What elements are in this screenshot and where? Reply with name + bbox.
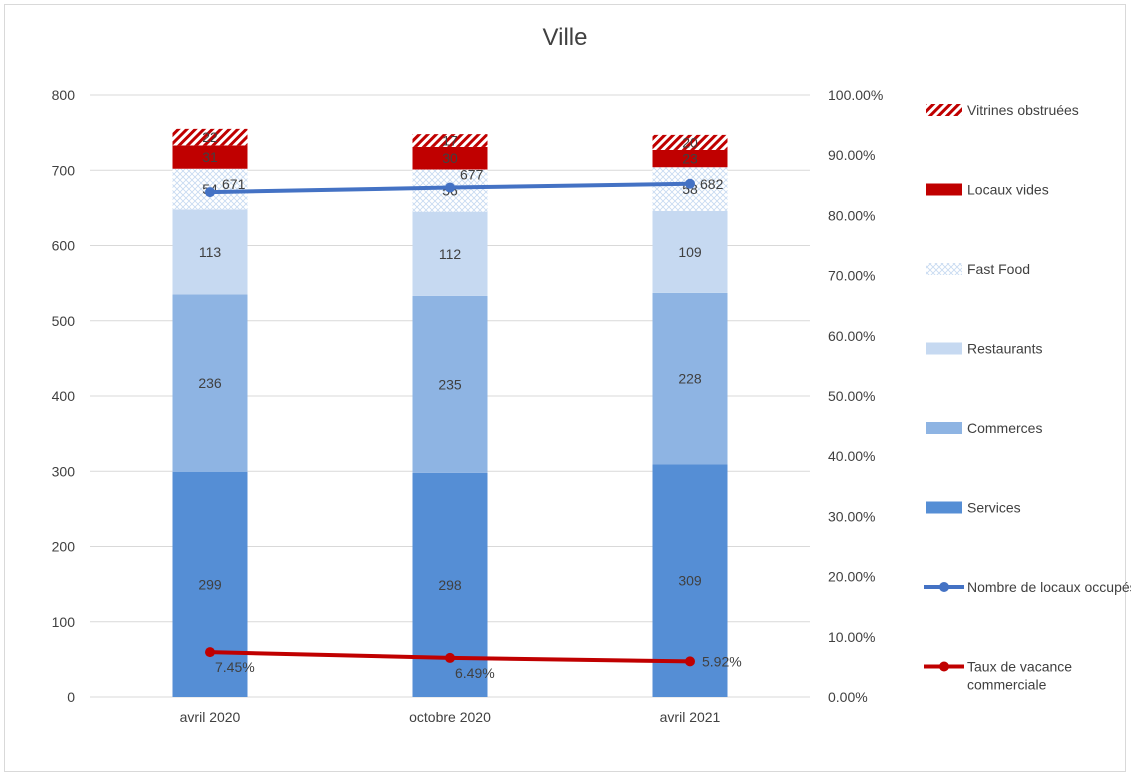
x-tick-label: octobre 2020 [409, 709, 491, 725]
line-point [445, 652, 455, 663]
line-point [685, 178, 695, 189]
chart-title: Ville [543, 24, 588, 51]
chart-frame [4, 4, 1126, 772]
legend-label: Taux de vacance [967, 659, 1072, 675]
y2-tick-label: 90.00% [828, 147, 875, 163]
bar-restaurants [412, 211, 488, 296]
legend-swatch [926, 342, 962, 355]
bar-locaux-vides [412, 146, 488, 170]
legend-label: commerciale [967, 677, 1047, 693]
bar-restaurants [652, 210, 728, 293]
y2-tick-label: 80.00% [828, 207, 875, 223]
bar-vitrines-obstruées [412, 134, 488, 147]
bar-data-label: 31 [202, 149, 218, 165]
x-tick-label: avril 2021 [660, 709, 721, 725]
line-data-label: 682 [700, 176, 724, 192]
bar-fast-food [652, 167, 728, 211]
y2-tick-label: 0.00% [828, 689, 868, 705]
bar-locaux-vides [652, 149, 728, 168]
legend-label: Locaux vides [967, 182, 1049, 198]
bar-commerces [652, 292, 728, 465]
bar-data-label: 20 [682, 134, 698, 150]
legend-swatch [926, 501, 962, 514]
y-tick-label: 800 [52, 87, 76, 103]
y2-tick-label: 50.00% [828, 388, 875, 404]
line-data-label: 5.92% [702, 653, 742, 669]
bar-restaurants [172, 209, 248, 295]
y2-tick-label: 30.00% [828, 508, 875, 524]
legend-swatch [926, 104, 962, 116]
y-tick-label: 500 [52, 313, 76, 329]
bar-data-label: 235 [438, 376, 462, 392]
line-data-label: 6.49% [455, 665, 495, 681]
bar-data-label: 299 [198, 577, 222, 593]
legend-swatch [926, 422, 962, 434]
bar-data-label: 30 [442, 150, 458, 166]
y-tick-label: 700 [52, 162, 76, 178]
legend-swatch [926, 183, 962, 196]
y2-tick-label: 10.00% [828, 629, 875, 645]
y-tick-label: 300 [52, 463, 76, 479]
y2-tick-label: 60.00% [828, 328, 875, 344]
bar-commerces [172, 294, 248, 473]
bar-commerces [412, 295, 488, 473]
line-data-label: 671 [222, 176, 246, 192]
bar-data-label: 17 [442, 133, 458, 149]
legend-label: Vitrines obstruées [967, 102, 1079, 118]
legend-label: Restaurants [967, 341, 1042, 357]
bar-data-label: 298 [438, 577, 462, 593]
line-point [685, 656, 695, 667]
y-tick-label: 100 [52, 614, 76, 630]
legend-label: Services [967, 500, 1021, 516]
line-point [445, 182, 455, 193]
x-tick-label: avril 2020 [180, 709, 241, 725]
bar-data-label: 309 [678, 573, 702, 589]
y-tick-label: 200 [52, 539, 76, 555]
bar-locaux-vides [172, 145, 248, 169]
bar-data-label: 22 [202, 129, 218, 145]
bar-data-label: 113 [199, 244, 222, 260]
bar-data-label: 112 [439, 246, 462, 262]
line-data-label: 7.45% [215, 659, 255, 675]
legend-marker [939, 582, 949, 592]
line-point [205, 647, 215, 658]
y2-tick-label: 20.00% [828, 569, 875, 585]
y-tick-label: 400 [52, 388, 76, 404]
bar-services [172, 472, 248, 697]
bar-vitrines-obstruées [172, 128, 248, 146]
line-data-label: 677 [460, 167, 484, 183]
y-tick-label: 0 [67, 689, 75, 705]
legend-label: Commerces [967, 420, 1042, 436]
line-point [205, 187, 215, 198]
legend-swatch [926, 263, 962, 275]
y2-tick-label: 40.00% [828, 448, 875, 464]
y-tick-label: 600 [52, 238, 76, 254]
legend-label: Fast Food [967, 261, 1030, 277]
bar-data-label: 228 [678, 371, 702, 387]
legend-label: Nombre de locaux occupés [967, 579, 1131, 595]
y2-tick-label: 100.00% [828, 87, 883, 103]
legend-marker [939, 661, 949, 672]
y2-tick-label: 70.00% [828, 268, 875, 284]
bar-data-label: 109 [678, 244, 702, 260]
bar-vitrines-obstruées [652, 134, 728, 150]
bar-data-label: 23 [682, 151, 698, 167]
bar-data-label: 236 [198, 375, 222, 391]
